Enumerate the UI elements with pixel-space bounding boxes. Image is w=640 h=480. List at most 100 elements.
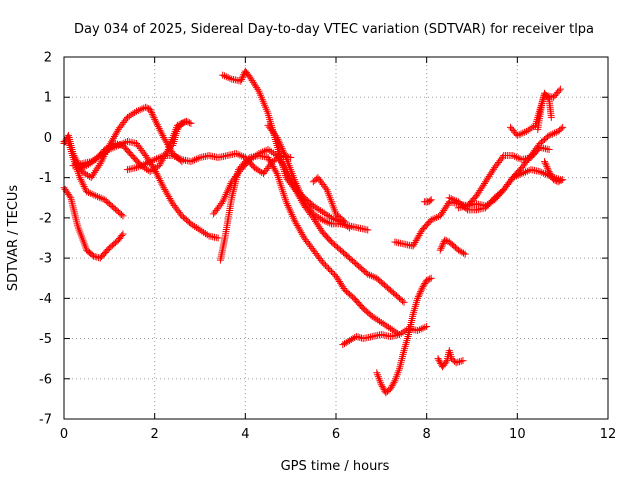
data-point [96,160,104,168]
data-point [78,177,86,185]
data-point [152,117,160,125]
data-point [419,324,427,332]
data-point [485,199,493,207]
data-point [255,150,263,158]
data-point [227,180,235,188]
data-point [250,164,258,172]
data-point [421,279,429,287]
data-point [133,164,141,172]
data-point [488,167,496,175]
data-point [159,182,167,190]
data-point [268,161,276,169]
data-point [536,168,544,176]
plot-frame [63,56,609,420]
data-point [272,132,280,140]
data-point [546,169,554,177]
data-point [423,276,431,284]
data-point [556,177,564,185]
data-point [519,129,527,137]
data-point [474,190,482,198]
data-point [155,162,163,170]
data-point [151,156,159,164]
data-point [313,212,321,220]
data-point [80,182,88,190]
data-point [157,158,165,166]
data-point [226,74,234,82]
data-point [143,165,151,173]
data-point [87,174,95,182]
data-point [74,166,82,174]
data-point [482,202,490,210]
data-point [89,170,97,178]
data-point [318,216,326,224]
data-point [114,141,122,149]
data-point [257,149,265,157]
data-point [246,73,254,81]
data-point [238,152,246,160]
data-point [249,78,257,86]
data-point [251,152,259,160]
data-point [547,171,555,179]
y-tick-label: -4 [39,292,52,307]
data-point [146,105,154,113]
data-point [77,164,85,172]
data-point [439,208,447,216]
data-point [150,164,158,172]
data-series [123,150,295,178]
data-point [388,326,396,334]
data-point [286,207,294,215]
y-tick-label: -6 [39,372,52,387]
data-point [77,175,85,183]
data-point [226,181,234,189]
data-point [287,209,295,217]
data-point [161,135,169,143]
data-point [550,176,558,184]
data-point [416,289,424,297]
data-point [196,226,204,234]
data-point [92,192,100,200]
data-series [454,123,567,212]
data-point [266,147,274,155]
data-series [169,117,195,149]
data-point [298,230,306,238]
data-point [538,168,546,176]
data-point [82,170,90,178]
data-point [268,148,276,156]
data-point [295,187,303,195]
y-tick-label: -7 [39,413,52,428]
data-point [414,294,422,302]
data-point [480,179,488,187]
data-point [541,158,549,166]
data-series [373,274,435,397]
data-point [95,161,103,169]
data-point [299,232,307,240]
data-point [155,175,163,183]
data-point [152,155,160,163]
data-point [521,168,529,176]
data-point [93,165,101,173]
data-point [454,358,462,366]
data-point [441,205,449,213]
data-point [246,156,254,164]
data-point [145,158,153,166]
data-point [80,169,88,177]
x-tick-label: 0 [60,427,68,442]
data-point [281,152,289,160]
x-axis-label: GPS time / hours [281,459,390,474]
data-point [329,269,337,277]
data-point [88,190,96,198]
data-point [79,181,87,189]
data-point [517,130,525,138]
data-point [289,212,297,220]
data-point [129,110,137,118]
data-point [385,323,393,331]
data-point [449,195,457,203]
data-point [275,137,283,145]
data-point [219,71,227,79]
data-point [376,317,384,325]
data-point [528,124,536,132]
data-point [258,168,266,176]
data-point [248,154,256,162]
data-point [264,146,272,154]
data-point [84,189,92,197]
